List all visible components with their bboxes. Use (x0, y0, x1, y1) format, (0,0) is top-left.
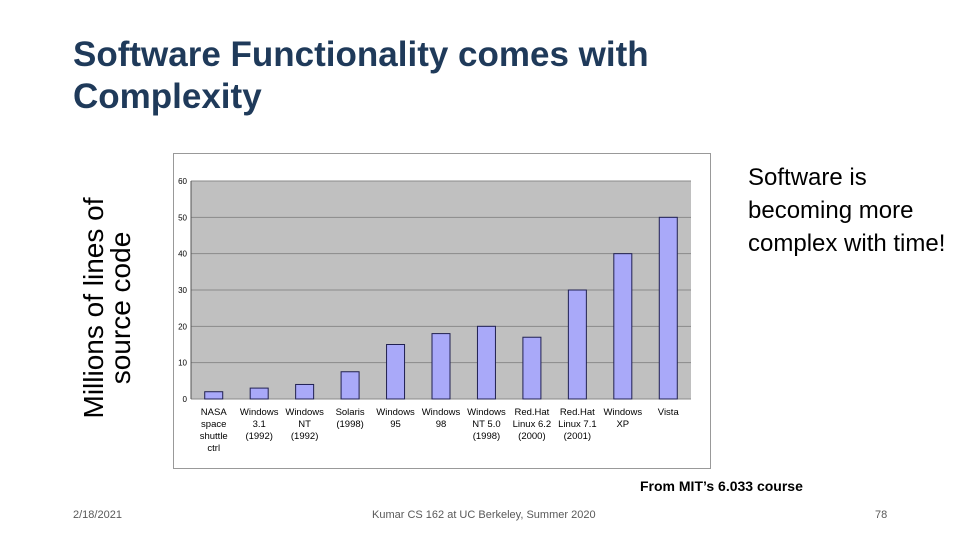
y-tick-label: 0 (183, 395, 188, 404)
x-tick-label: shuttle (200, 431, 228, 442)
y-tick-label: 40 (178, 250, 187, 259)
y-tick-label: 50 (178, 213, 187, 222)
y-tick-label: 60 (178, 177, 187, 186)
bar (476, 325, 496, 400)
x-tick-label: NASA (201, 407, 228, 418)
x-tick-label: Red.Hat (514, 407, 549, 418)
bar (613, 253, 633, 400)
x-tick-label: Vista (658, 407, 680, 418)
bar (386, 344, 406, 400)
x-tick-label: NT 5.0 (472, 419, 500, 430)
side-note: Software is becoming more complex with t… (748, 164, 946, 257)
x-tick-label: (2000) (518, 431, 545, 442)
slide-title: Software Functionality comes with Comple… (73, 35, 649, 116)
x-tick-label: Linux 6.2 (513, 419, 552, 430)
chart-y-axis-label: Millions of lines of source code (78, 197, 136, 419)
y-axis-label-line-1: Millions of lines of (78, 197, 109, 419)
y-axis-label-line-2: source code (105, 231, 136, 385)
x-tick-label: (1998) (473, 431, 500, 442)
x-tick-label: Windows (240, 407, 279, 418)
chart-image: 0 10 20 30 40 50 60 NASA space shuttle ctrl Windows… (173, 153, 711, 469)
source-note: From MIT’s 6.033 course (640, 478, 803, 494)
footer-page-number: 78 (875, 509, 888, 521)
bar (249, 387, 269, 400)
x-tick-label: Solaris (336, 407, 365, 418)
bar (340, 371, 360, 400)
x-tick-label: Red.Hat (560, 407, 595, 418)
y-tick-label: 30 (178, 286, 187, 295)
x-tick-label: Windows (422, 407, 461, 418)
x-tick-label: Windows (285, 407, 324, 418)
bar (658, 216, 678, 400)
x-tick-label: (2001) (564, 431, 591, 442)
x-tick-label: 95 (390, 419, 401, 430)
bar (567, 289, 587, 400)
x-tick-label: NT (298, 419, 311, 430)
footer-course: Kumar CS 162 at UC Berkeley, Summer 2020 (372, 509, 596, 521)
x-tick-label: 98 (436, 419, 447, 430)
x-tick-label: (1998) (336, 419, 363, 430)
footer-date: 2/18/2021 (73, 509, 122, 521)
x-tick-label: (1992) (245, 431, 272, 442)
x-tick-label: 3.1 (253, 419, 266, 430)
bar (295, 383, 315, 400)
x-tick-label: Linux 7.1 (558, 419, 597, 430)
x-tick-label: space (201, 419, 226, 430)
x-tick-label: Windows (376, 407, 415, 418)
bar (431, 333, 451, 400)
bar (522, 336, 542, 400)
y-tick-label: 10 (178, 359, 187, 368)
x-tick-label: XP (616, 419, 629, 430)
bar (204, 391, 224, 400)
x-tick-label: ctrl (207, 443, 220, 454)
x-tick-label: Windows (467, 407, 506, 418)
y-tick-label: 20 (178, 322, 187, 331)
x-tick-label: (1992) (291, 431, 318, 442)
x-tick-label: Windows (604, 407, 643, 418)
